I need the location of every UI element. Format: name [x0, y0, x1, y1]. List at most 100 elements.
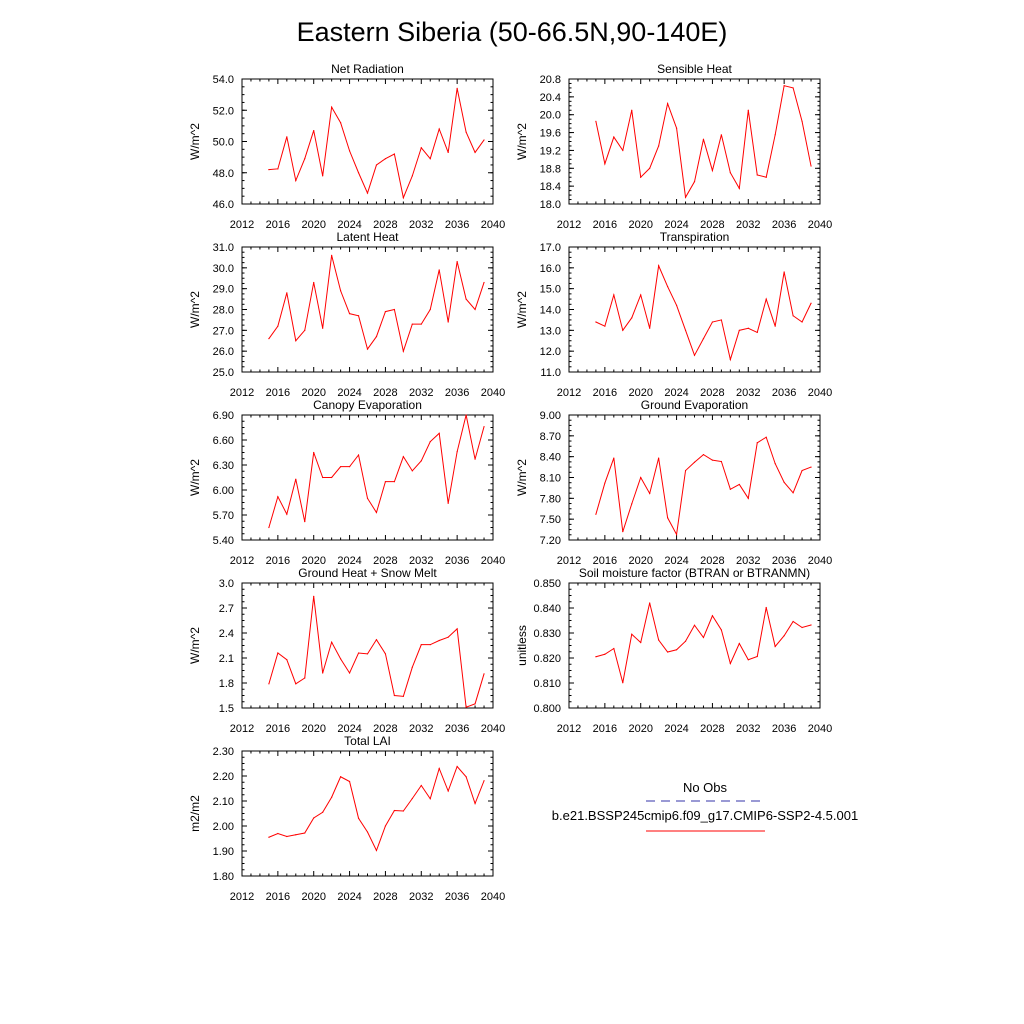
data-point — [295, 340, 297, 342]
x-tick-label: 2012 — [557, 723, 581, 735]
data-point — [702, 636, 705, 639]
data-point — [649, 492, 651, 495]
data-point — [649, 602, 651, 604]
y-tick-label: 1.90 — [213, 846, 234, 858]
y-tick-label: 54.0 — [213, 74, 234, 86]
data-point — [268, 526, 270, 529]
data-point — [474, 703, 476, 705]
x-tick-label: 2024 — [337, 555, 361, 567]
x-tick-label: 2032 — [409, 387, 433, 399]
data-point — [384, 158, 387, 160]
chart-panel: Latent Heat 2012 2016 2020 2024 2028 2032 2036 2… — [188, 230, 505, 399]
data-point — [357, 172, 360, 174]
y-tick-label: 3.0 — [219, 578, 234, 590]
data-point — [465, 776, 467, 778]
data-point — [393, 308, 395, 311]
x-tick-label: 2036 — [445, 555, 469, 567]
data-point — [801, 321, 803, 323]
data-point — [613, 136, 615, 138]
x-tick-label: 2036 — [445, 723, 469, 735]
data-point — [465, 706, 467, 708]
data-point — [720, 460, 722, 463]
data-point — [331, 254, 333, 256]
data-point — [604, 482, 606, 484]
x-tick-label: 2024 — [664, 555, 688, 567]
panel-title: Ground Heat + Snow Melt — [298, 566, 437, 580]
panel-title: Transpiration — [660, 230, 730, 244]
data-point — [438, 269, 440, 271]
data-point — [447, 790, 449, 792]
data-point — [631, 633, 633, 635]
data-point — [357, 454, 360, 456]
data-point — [268, 683, 270, 685]
data-point — [658, 457, 660, 459]
x-tick-label: 2040 — [481, 555, 505, 567]
y-tick-label: 19.6 — [540, 128, 561, 140]
data-point — [792, 620, 794, 623]
panel-title: Soil moisture factor (BTRAN or BTRANMN) — [579, 566, 810, 580]
data-point — [774, 325, 776, 327]
x-tick-label: 2036 — [772, 555, 796, 567]
y-tick-label: 5.40 — [213, 535, 234, 547]
data-point — [474, 151, 476, 154]
data-point — [667, 285, 669, 288]
data-point — [729, 488, 731, 490]
x-tick-label: 2032 — [736, 219, 760, 231]
data-point — [765, 436, 767, 438]
panel-title: Canopy Evaporation — [313, 398, 422, 412]
data-point — [747, 659, 749, 661]
data-point — [295, 834, 297, 836]
y-axis-label: W/m^2 — [515, 291, 529, 328]
data-point — [675, 127, 678, 129]
data-point — [783, 271, 785, 273]
data-point — [792, 492, 794, 494]
data-point — [483, 426, 485, 428]
data-point — [483, 281, 485, 284]
data-point — [447, 502, 449, 504]
y-tick-label: 50.0 — [213, 137, 234, 149]
data-point — [774, 134, 776, 136]
y-tick-label: 0.840 — [533, 603, 561, 615]
data-point — [366, 497, 369, 499]
y-tick-label: 0.800 — [533, 703, 561, 715]
data-point — [729, 172, 731, 174]
data-point — [756, 442, 758, 444]
data-point — [765, 606, 767, 609]
legend-model-label: b.e21.BSSP245cmip6.f09_g17.CMIP6-SSP2-4.… — [552, 808, 858, 823]
data-point — [595, 513, 597, 515]
x-tick-label: 2036 — [772, 219, 796, 231]
x-tick-label: 2024 — [337, 219, 361, 231]
data-point — [810, 466, 812, 468]
y-tick-label: 6.90 — [213, 410, 234, 422]
chart-panel: Total LAI 2012 2016 2020 2024 2028 2032 2036 204… — [188, 734, 505, 903]
x-tick-label: 2020 — [301, 891, 325, 903]
data-point — [411, 666, 413, 668]
data-point — [756, 655, 758, 658]
panel-title: Sensible Heat — [657, 62, 732, 76]
data-point — [483, 139, 485, 141]
y-tick-label: 11.0 — [540, 367, 561, 379]
y-tick-label: 27.0 — [213, 325, 234, 337]
data-point — [783, 635, 785, 637]
y-tick-label: 7.50 — [540, 514, 561, 526]
data-point — [420, 147, 422, 149]
x-tick-label: 2036 — [445, 387, 469, 399]
data-point — [429, 441, 431, 443]
data-point — [375, 511, 378, 514]
data-point — [622, 149, 624, 152]
x-tick-label: 2020 — [301, 723, 325, 735]
x-tick-label: 2036 — [772, 723, 796, 735]
data-point — [465, 298, 467, 300]
data-point — [340, 122, 342, 124]
x-tick-label: 2020 — [628, 723, 652, 735]
x-tick-label: 2012 — [230, 219, 254, 231]
y-tick-label: 17.0 — [540, 242, 561, 254]
data-point — [765, 176, 767, 178]
data-point — [304, 521, 306, 523]
panel-title: Net Radiation — [331, 62, 404, 76]
y-tick-label: 8.10 — [540, 473, 561, 485]
data-point — [667, 517, 669, 519]
y-axis-label: W/m^2 — [188, 627, 202, 664]
x-tick-label: 2016 — [266, 387, 290, 399]
data-point — [675, 304, 678, 306]
